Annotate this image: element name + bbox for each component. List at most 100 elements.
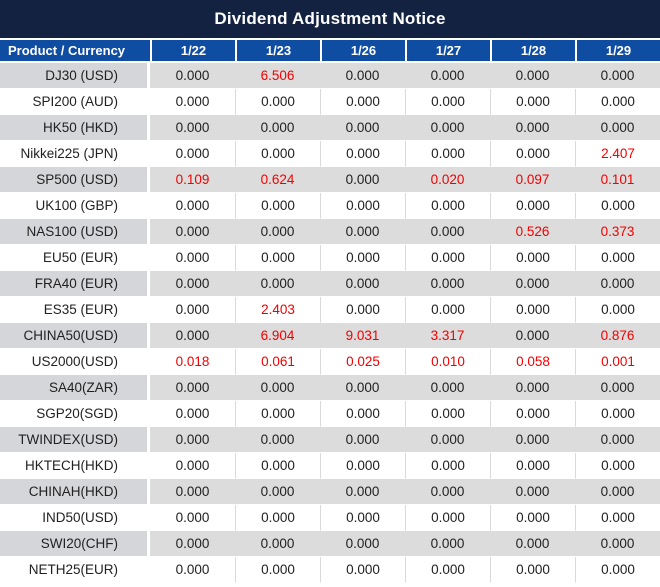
value-cell: 0.101	[575, 167, 660, 193]
value-cell: 0.000	[235, 531, 320, 557]
column-header-date: 1/22	[150, 38, 235, 63]
value-cell: 0.000	[150, 245, 235, 271]
value-cell: 0.000	[405, 219, 490, 245]
value-cell: 0.373	[575, 219, 660, 245]
value-cell: 0.000	[490, 557, 575, 583]
title-bar: Dividend Adjustment Notice	[0, 0, 660, 38]
value-cell: 0.000	[490, 245, 575, 271]
value-cell: 0.876	[575, 323, 660, 349]
product-cell: HK50 (HKD)	[0, 115, 150, 141]
value-cell: 0.000	[490, 401, 575, 427]
table-row: HKTECH(HKD) 0.000 0.000 0.000 0.000 0.000 0.00…	[0, 453, 660, 479]
value-cell: 0.000	[405, 557, 490, 583]
value-cell: 0.000	[235, 245, 320, 271]
table-row: HK50 (HKD) 0.000 0.000 0.000 0.000 0.000 0.000	[0, 115, 660, 141]
value-cell: 0.000	[575, 193, 660, 219]
value-cell: 0.000	[405, 505, 490, 531]
product-cell: UK100 (GBP)	[0, 193, 150, 219]
value-cell: 0.000	[575, 453, 660, 479]
value-cell: 0.000	[150, 219, 235, 245]
value-cell: 0.000	[150, 115, 235, 141]
value-cell: 6.904	[235, 323, 320, 349]
column-header-date: 1/23	[235, 38, 320, 63]
value-cell: 0.000	[150, 375, 235, 401]
value-cell: 0.000	[235, 271, 320, 297]
value-cell: 0.000	[320, 375, 405, 401]
value-cell: 0.000	[490, 115, 575, 141]
value-cell: 0.000	[575, 401, 660, 427]
table-row: UK100 (GBP) 0.000 0.000 0.000 0.000 0.000 0.00…	[0, 193, 660, 219]
dividend-table: Product / Currency 1/22 1/23 1/26 1/27 1…	[0, 38, 660, 583]
product-cell: US2000(USD)	[0, 349, 150, 375]
value-cell: 0.000	[575, 89, 660, 115]
table-row: US2000(USD) 0.018 0.061 0.025 0.010 0.058 0.00…	[0, 349, 660, 375]
value-cell: 0.109	[150, 167, 235, 193]
value-cell: 0.526	[490, 219, 575, 245]
column-header-date: 1/28	[490, 38, 575, 63]
product-cell: ES35 (EUR)	[0, 297, 150, 323]
value-cell: 0.000	[575, 115, 660, 141]
value-cell: 0.000	[235, 505, 320, 531]
column-header-product: Product / Currency	[0, 38, 150, 63]
value-cell: 0.000	[405, 271, 490, 297]
value-cell: 0.000	[150, 271, 235, 297]
value-cell: 0.020	[405, 167, 490, 193]
value-cell: 0.000	[575, 531, 660, 557]
value-cell: 0.000	[320, 167, 405, 193]
value-cell: 0.025	[320, 349, 405, 375]
table-row: SGP20(SGD) 0.000 0.000 0.000 0.000 0.000 0.000	[0, 401, 660, 427]
value-cell: 0.000	[405, 401, 490, 427]
value-cell: 0.000	[490, 89, 575, 115]
value-cell: 0.000	[235, 479, 320, 505]
value-cell: 0.000	[575, 63, 660, 89]
value-cell: 0.000	[150, 193, 235, 219]
table-row: SWI20(CHF) 0.000 0.000 0.000 0.000 0.000 0.000	[0, 531, 660, 557]
value-cell: 0.000	[235, 219, 320, 245]
value-cell: 2.407	[575, 141, 660, 167]
value-cell: 0.000	[405, 297, 490, 323]
value-cell: 0.000	[490, 63, 575, 89]
product-cell: NAS100 (USD)	[0, 219, 150, 245]
product-cell: CHINA50(USD)	[0, 323, 150, 349]
value-cell: 0.000	[150, 63, 235, 89]
value-cell: 0.000	[575, 297, 660, 323]
table-row: TWINDEX(USD) 0.000 0.000 0.000 0.000 0.000 0.0…	[0, 427, 660, 453]
value-cell: 0.000	[405, 141, 490, 167]
value-cell: 0.000	[575, 557, 660, 583]
value-cell: 0.000	[150, 141, 235, 167]
table-row: SP500 (USD) 0.109 0.624 0.000 0.020 0.097 0.10…	[0, 167, 660, 193]
value-cell: 0.000	[320, 219, 405, 245]
value-cell: 0.058	[490, 349, 575, 375]
value-cell: 0.000	[150, 427, 235, 453]
product-cell: IND50(USD)	[0, 505, 150, 531]
table-row: SPI200 (AUD) 0.000 0.000 0.000 0.000 0.000 0.0…	[0, 89, 660, 115]
value-cell: 0.000	[320, 401, 405, 427]
value-cell: 0.000	[320, 115, 405, 141]
value-cell: 0.000	[490, 141, 575, 167]
page-title: Dividend Adjustment Notice	[214, 9, 446, 28]
value-cell: 0.000	[490, 323, 575, 349]
value-cell: 0.000	[235, 453, 320, 479]
value-cell: 2.403	[235, 297, 320, 323]
column-header-date: 1/29	[575, 38, 660, 63]
value-cell: 0.000	[490, 505, 575, 531]
value-cell: 0.000	[150, 453, 235, 479]
table-body: DJ30 (USD) 0.000 6.506 0.000 0.000 0.000 0.000…	[0, 63, 660, 583]
product-cell: EU50 (EUR)	[0, 245, 150, 271]
value-cell: 0.000	[235, 375, 320, 401]
value-cell: 9.031	[320, 323, 405, 349]
value-cell: 0.000	[320, 271, 405, 297]
value-cell: 0.000	[235, 427, 320, 453]
value-cell: 0.001	[575, 349, 660, 375]
value-cell: 0.000	[235, 401, 320, 427]
value-cell: 0.000	[150, 297, 235, 323]
value-cell: 0.000	[405, 531, 490, 557]
value-cell: 0.000	[405, 245, 490, 271]
value-cell: 0.000	[235, 115, 320, 141]
value-cell: 0.000	[490, 427, 575, 453]
value-cell: 0.000	[320, 141, 405, 167]
value-cell: 0.000	[490, 453, 575, 479]
product-cell: SGP20(SGD)	[0, 401, 150, 427]
value-cell: 0.000	[150, 531, 235, 557]
product-cell: FRA40 (EUR)	[0, 271, 150, 297]
